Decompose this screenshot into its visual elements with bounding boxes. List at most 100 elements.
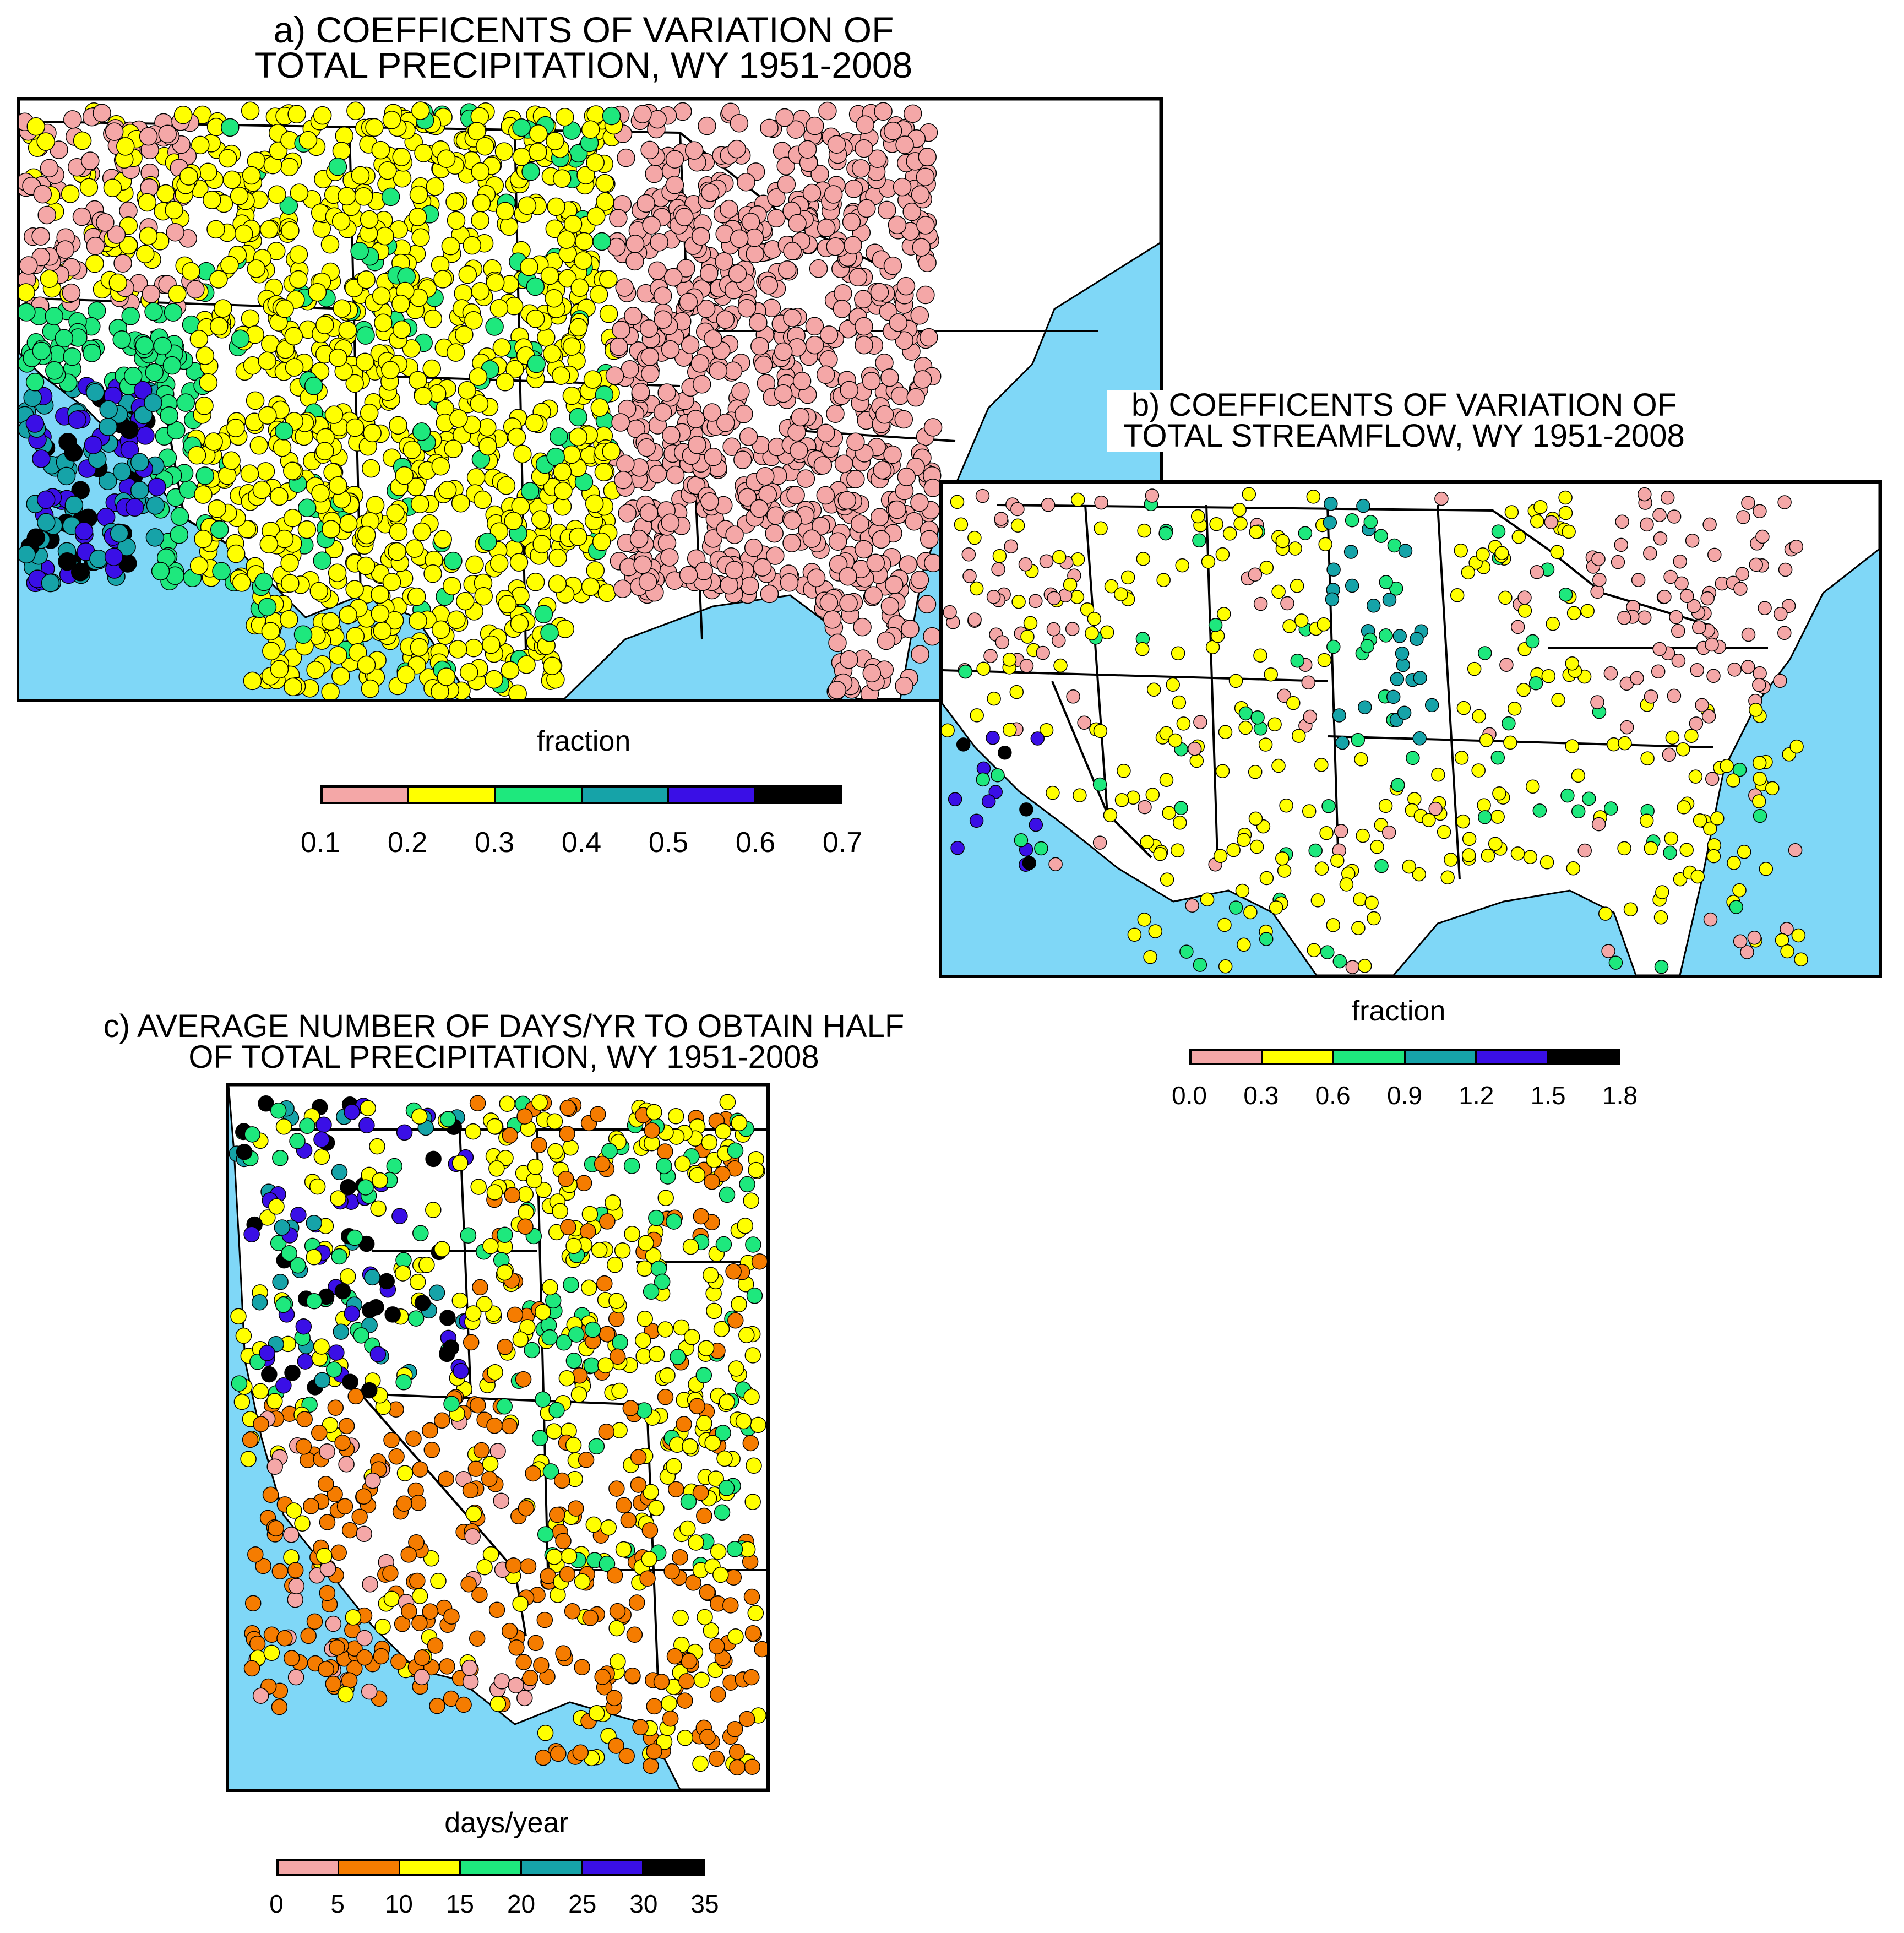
station-dot	[347, 1388, 364, 1405]
station-dot	[125, 498, 144, 517]
station-dot	[1727, 856, 1741, 870]
station-dot	[582, 1610, 599, 1626]
station-dot	[402, 339, 421, 358]
station-dot	[191, 135, 210, 155]
station-dot	[313, 1338, 330, 1355]
station-dot	[969, 581, 984, 596]
station-dot	[535, 1391, 551, 1408]
station-dot	[608, 1311, 625, 1327]
station-dot	[642, 216, 661, 235]
station-dot	[455, 1696, 472, 1713]
station-dot	[1667, 509, 1682, 524]
station-dot	[1065, 622, 1080, 636]
station-dot	[1406, 751, 1420, 765]
station-dot	[599, 305, 618, 323]
station-dot	[1735, 567, 1749, 581]
station-dot	[590, 398, 610, 417]
station-dot	[630, 1449, 647, 1465]
station-dot	[236, 1143, 253, 1160]
station-dot	[439, 1111, 456, 1127]
station-dot	[386, 503, 405, 523]
station-dot	[1571, 768, 1586, 783]
station-dot	[715, 1425, 731, 1441]
station-dot	[1193, 715, 1207, 730]
station-dot	[746, 1457, 762, 1474]
station-dot	[1566, 606, 1581, 621]
station-dot	[607, 1257, 623, 1273]
station-dot	[880, 368, 899, 387]
station-dot	[696, 1415, 712, 1432]
station-dot	[1277, 688, 1291, 703]
station-dot	[142, 284, 161, 303]
station-dot	[875, 405, 894, 424]
station-dot	[173, 105, 193, 124]
station-dot	[633, 555, 652, 574]
station-dot	[56, 240, 75, 259]
station-dot	[58, 552, 77, 571]
station-dot	[444, 551, 463, 571]
station-dot	[203, 191, 221, 209]
station-dot	[526, 310, 545, 328]
station-dot	[411, 101, 430, 120]
station-dot	[1508, 702, 1522, 716]
station-dot	[64, 443, 83, 462]
station-dot	[308, 283, 327, 302]
station-dot	[1456, 814, 1470, 829]
station-dot	[529, 124, 548, 143]
station-dot	[704, 1174, 720, 1190]
station-dot	[1673, 554, 1687, 569]
station-dot	[715, 1123, 732, 1140]
station-dot	[422, 1603, 439, 1620]
station-dot	[575, 232, 594, 251]
station-dot	[713, 1321, 730, 1337]
station-dot	[640, 347, 659, 366]
station-dot	[1688, 769, 1703, 784]
station-dot	[527, 354, 546, 373]
station-dot	[565, 1237, 582, 1255]
panel-a-colorbar	[320, 785, 842, 804]
station-dot	[259, 1209, 276, 1226]
panel-b-map	[939, 480, 1882, 978]
station-dot	[170, 525, 189, 544]
station-dot	[816, 365, 835, 384]
station-dot	[522, 1670, 538, 1686]
station-dot	[1614, 537, 1629, 552]
station-dot	[425, 1202, 442, 1218]
station-dot	[321, 682, 340, 699]
station-dot	[1434, 491, 1449, 506]
station-dot	[464, 1528, 481, 1545]
station-dot	[474, 587, 493, 606]
station-dot	[268, 185, 286, 204]
station-dot	[638, 1235, 654, 1251]
station-dot	[848, 268, 868, 287]
station-dot	[516, 1108, 533, 1125]
station-dot	[338, 187, 356, 206]
station-dot	[547, 1143, 564, 1160]
station-dot	[1308, 843, 1323, 858]
station-dot	[1292, 729, 1306, 743]
station-dot	[618, 1747, 635, 1764]
station-dot	[1235, 883, 1250, 898]
station-dot	[1378, 799, 1393, 813]
station-dot	[324, 405, 344, 424]
station-dot	[802, 529, 822, 548]
station-dot	[392, 320, 411, 339]
station-dot	[537, 1526, 554, 1543]
station-dot	[226, 419, 245, 437]
station-dot	[194, 485, 213, 504]
station-dot	[896, 276, 916, 296]
station-dot	[910, 493, 929, 512]
station-dot	[438, 1470, 454, 1487]
station-dot	[644, 1122, 660, 1139]
station-dot	[783, 242, 802, 260]
station-dot	[597, 583, 616, 602]
station-dot	[1242, 487, 1256, 502]
station-dot	[345, 580, 364, 599]
station-dot	[320, 235, 340, 254]
station-dot	[1104, 579, 1119, 594]
station-dot	[994, 512, 1009, 526]
station-dot	[744, 1758, 760, 1775]
station-dot	[289, 1133, 306, 1149]
station-dot	[463, 236, 482, 255]
station-dot	[437, 149, 456, 168]
